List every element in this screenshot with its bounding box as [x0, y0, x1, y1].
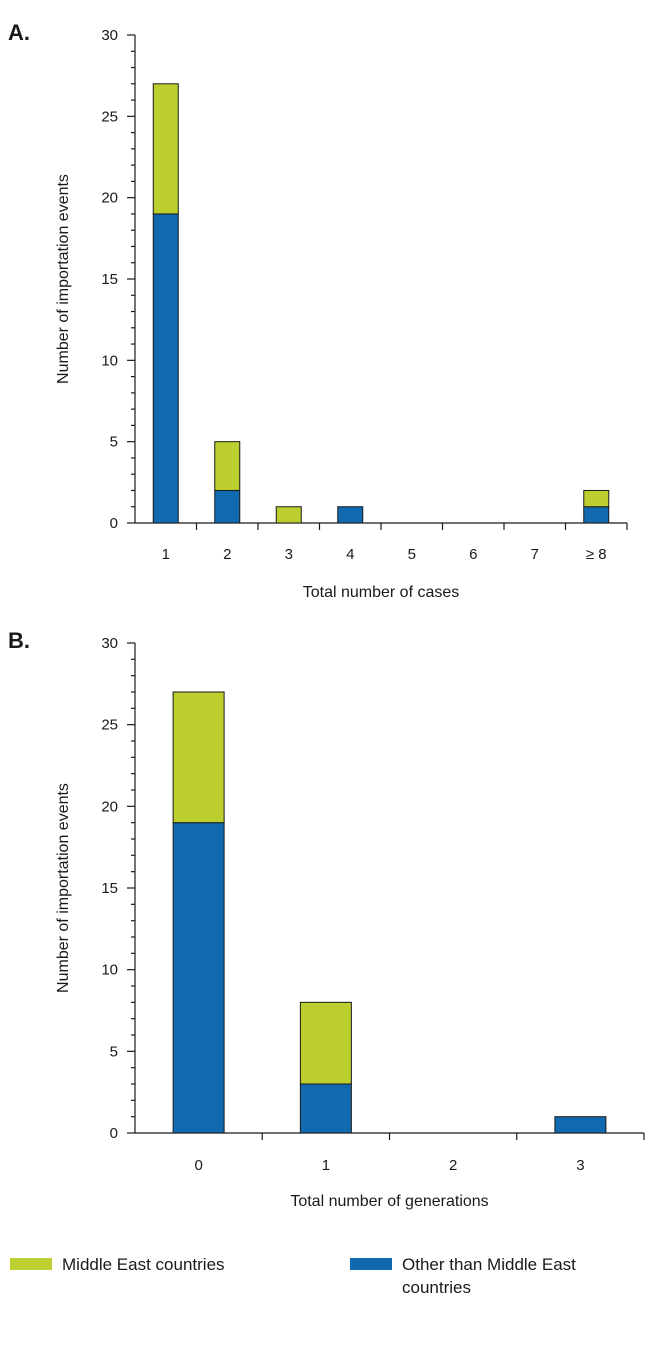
x-axis-title: Total number of cases	[303, 584, 460, 601]
y-axis-title: Number of importation events	[55, 783, 72, 993]
x-tick-label: 3	[285, 546, 293, 563]
x-tick-label: 2	[449, 1157, 457, 1174]
y-tick-label: 25	[101, 108, 118, 125]
y-tick-label: 5	[110, 434, 118, 451]
bar-segment-middle-east	[275, 506, 302, 524]
x-tick-label: 5	[408, 546, 416, 563]
x-tick-label: 3	[576, 1157, 584, 1174]
bar-segment-other	[152, 213, 179, 524]
y-tick-label: 10	[101, 352, 118, 369]
bar-segment-other	[583, 506, 610, 524]
legend-label-middle-east: Middle East countries	[62, 1255, 225, 1274]
x-axis-title: Total number of generations	[290, 1193, 488, 1210]
x-tick-label: 2	[223, 546, 231, 563]
legend-swatch-other	[350, 1258, 392, 1270]
bar-segment-middle-east	[172, 691, 225, 824]
x-tick-label: 0	[194, 1157, 202, 1174]
bar-segment-middle-east	[583, 489, 610, 508]
y-tick-label: 5	[110, 1043, 118, 1060]
x-tick-label: ≥ 8	[586, 546, 607, 563]
x-tick-label: 7	[531, 546, 539, 563]
y-tick-label: 30	[101, 635, 118, 652]
bar-segment-other	[172, 822, 225, 1134]
chart-panel-b: B. 0 5 10 15 20 25 30 0 1 2 3 Total number of genera…	[8, 628, 645, 1210]
legend-item-other: Other than Middle East countries	[350, 1253, 630, 1299]
x-tick-label: 6	[469, 546, 477, 563]
x-tick-label: 1	[162, 546, 170, 563]
bar-segment-other	[214, 489, 241, 524]
legend-item-middle-east: Middle East countries	[10, 1253, 225, 1276]
y-tick-label: 30	[101, 27, 118, 44]
legend: Middle East countries Other than Middle …	[0, 1253, 646, 1333]
legend-label-other: Other than Middle East countries	[402, 1255, 576, 1297]
y-tick-label: 20	[101, 798, 118, 815]
y-tick-label: 10	[101, 962, 118, 979]
bar-segment-other	[554, 1116, 607, 1134]
panel-letter: B.	[8, 628, 30, 653]
x-tick-label: 1	[322, 1157, 330, 1174]
y-tick-label: 0	[110, 1125, 118, 1142]
chart-panel-a: A. 0 5 10 15 20 25 30 1 2 3 4 5 6 7 ≥ 8 Total number of …	[8, 20, 628, 601]
bar-segment-middle-east	[214, 441, 241, 491]
legend-swatch-middle-east	[10, 1258, 52, 1270]
bar-segment-other	[299, 1083, 352, 1134]
y-tick-label: 25	[101, 717, 118, 734]
y-tick-label: 20	[101, 190, 118, 207]
panel-letter: A.	[8, 20, 30, 45]
y-axis-title: Number of importation events	[55, 174, 72, 384]
y-tick-label: 0	[110, 515, 118, 532]
bar-segment-middle-east	[152, 83, 179, 215]
bar-segment-middle-east	[299, 1001, 352, 1085]
x-tick-label: 4	[346, 546, 354, 563]
bar-segment-other	[337, 506, 364, 524]
y-tick-label: 15	[101, 880, 118, 897]
y-tick-label: 15	[101, 271, 118, 288]
